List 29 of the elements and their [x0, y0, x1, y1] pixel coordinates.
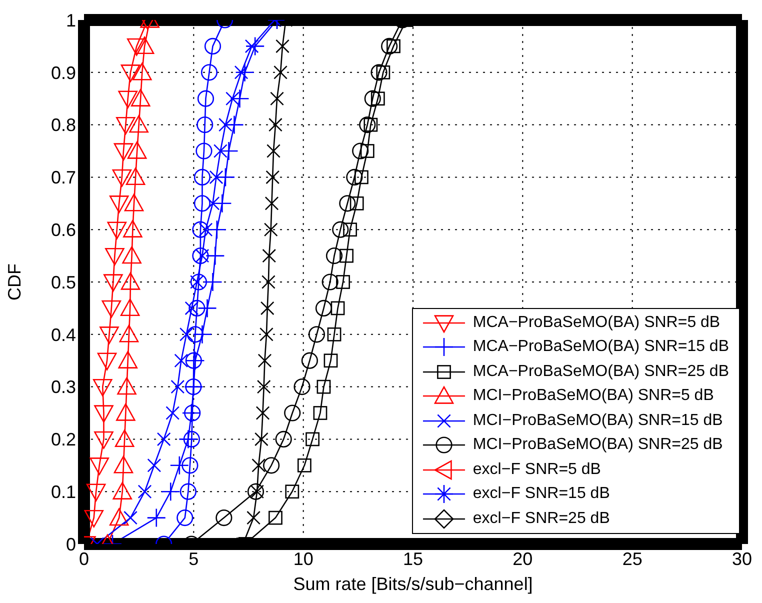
y-tick-label: 1 — [66, 10, 76, 30]
y-tick-label: 0.6 — [50, 220, 76, 240]
x-tick-label: 15 — [402, 548, 424, 569]
legend-label: excl−F SNR=25 dB — [472, 508, 610, 528]
y-tick-label: 0.2 — [50, 430, 76, 450]
y-tick-label: 0.8 — [50, 115, 76, 136]
y-tick-label: 0.1 — [50, 482, 76, 502]
y-tick-label: 0.9 — [50, 62, 76, 83]
legend-label: MCA−ProBaSeMO(BA) SNR=25 dB — [472, 362, 729, 382]
y-tick-label: 0.5 — [50, 272, 76, 292]
y-tick-label: 0 — [66, 534, 76, 554]
x-tick-label: 20 — [512, 548, 533, 569]
x-tick-label: 25 — [622, 548, 642, 569]
legend-label: excl−F SNR=15 dB — [472, 484, 610, 504]
x-tick-label: 10 — [293, 548, 314, 569]
y-tick-label: 0.3 — [50, 377, 76, 398]
legend-label: MCI−ProBaSeMO(BA) SNR=15 dB — [472, 410, 723, 430]
x-tick-label: 30 — [732, 548, 752, 569]
legend-label: MCA−ProBaSeMO(BA) SNR=5 dB — [472, 312, 720, 332]
x-tick-label: 5 — [188, 548, 199, 569]
y-tick-label: 0.7 — [50, 168, 76, 188]
x-tick-label: 0 — [78, 548, 90, 569]
legend-label: excl−F SNR=5 dB — [472, 460, 601, 480]
legend-label: MCI−ProBaSeMO(BA) SNR=5 dB — [472, 386, 714, 406]
legend-label: MCI−ProBaSeMO(BA) SNR=25 dB — [472, 435, 723, 455]
y-axis-title: CDF — [4, 264, 24, 300]
y-tick-label: 0.4 — [50, 324, 76, 345]
legend-label: MCA−ProBaSeMO(BA) SNR=15 dB — [472, 337, 729, 357]
x-axis-title: Sum rate [Bits/s/sub−channel] — [293, 574, 533, 594]
